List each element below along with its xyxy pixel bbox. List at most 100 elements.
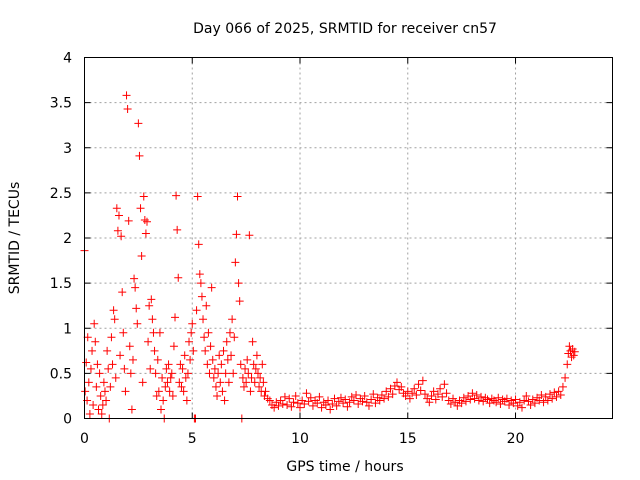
data-point — [249, 360, 258, 369]
data-point — [128, 355, 137, 364]
data-point — [236, 360, 245, 369]
data-point — [291, 391, 300, 400]
data-point — [554, 387, 563, 396]
data-point — [100, 387, 109, 396]
data-point — [239, 382, 248, 391]
data-point — [113, 226, 122, 235]
chart-title: Day 066 of 2025, SRMTID for receiver cn5… — [193, 21, 497, 37]
data-point — [220, 396, 229, 405]
data-point — [259, 378, 268, 387]
data-point — [176, 360, 185, 369]
data-point — [256, 373, 265, 382]
data-point — [186, 355, 195, 364]
data-point — [466, 395, 475, 404]
y-tick-label: 0.5 — [50, 366, 72, 382]
data-points — [80, 91, 579, 423]
data-point — [98, 400, 107, 409]
data-point — [494, 393, 503, 402]
data-point — [139, 192, 148, 201]
data-point — [567, 353, 576, 362]
data-point — [152, 391, 161, 400]
data-point — [177, 382, 186, 391]
data-point — [230, 333, 239, 342]
data-point — [205, 369, 214, 378]
data-point — [274, 401, 283, 410]
data-point — [341, 395, 350, 404]
data-point — [199, 315, 208, 324]
data-point — [247, 373, 256, 382]
data-point — [360, 391, 369, 400]
data-point — [251, 364, 260, 373]
data-point — [124, 216, 133, 225]
data-point — [332, 401, 341, 410]
data-point — [204, 328, 213, 337]
data-point — [362, 398, 371, 407]
x-tick-label: 0 — [80, 431, 89, 447]
data-point — [131, 283, 140, 292]
data-point — [214, 369, 223, 378]
data-point — [431, 395, 440, 404]
data-point — [183, 369, 192, 378]
data-point — [438, 392, 447, 401]
data-point — [161, 382, 170, 391]
data-point — [88, 346, 97, 355]
data-point — [151, 369, 160, 378]
data-point — [93, 360, 102, 369]
data-point — [496, 400, 505, 409]
data-point — [425, 398, 434, 407]
data-point — [265, 396, 274, 405]
data-point — [552, 392, 561, 401]
data-point — [313, 399, 322, 408]
data-point — [140, 215, 149, 224]
data-point — [449, 394, 458, 403]
data-point — [95, 369, 104, 378]
data-point — [440, 380, 449, 389]
data-point — [185, 337, 194, 346]
data-point — [258, 360, 267, 369]
data-point — [423, 394, 432, 403]
data-point — [179, 387, 188, 396]
data-point — [150, 346, 159, 355]
data-point — [289, 398, 298, 407]
data-point — [569, 351, 578, 360]
data-point — [414, 380, 423, 389]
data-point — [470, 394, 479, 403]
data-point — [103, 346, 112, 355]
data-point — [123, 104, 132, 113]
data-point — [132, 304, 141, 313]
data-point — [167, 369, 176, 378]
plot-frame — [84, 57, 613, 419]
data-point — [388, 390, 397, 399]
data-point — [513, 401, 522, 410]
data-point — [90, 319, 99, 328]
data-point — [324, 396, 333, 405]
data-point — [99, 378, 108, 387]
data-point — [193, 192, 202, 201]
data-point — [401, 391, 410, 400]
data-point — [173, 225, 182, 234]
data-point — [451, 398, 460, 407]
data-point — [120, 364, 129, 373]
data-point — [106, 382, 115, 391]
data-point — [248, 337, 257, 346]
y-tick-label: 1 — [63, 321, 72, 337]
data-point — [245, 231, 254, 240]
data-point — [261, 387, 270, 396]
data-point — [137, 252, 146, 261]
data-point — [546, 390, 555, 399]
data-point — [296, 403, 305, 412]
data-point — [517, 403, 526, 412]
data-point — [202, 301, 211, 310]
y-tick-label: 2 — [63, 231, 72, 247]
data-point — [188, 319, 197, 328]
data-point — [522, 391, 531, 400]
data-point — [196, 279, 205, 288]
data-point — [369, 390, 378, 399]
data-point — [317, 403, 326, 412]
data-point — [171, 313, 180, 322]
data-point — [166, 373, 175, 382]
data-point — [433, 390, 442, 399]
data-point — [485, 399, 494, 408]
data-point — [474, 396, 483, 405]
data-point — [209, 373, 218, 382]
